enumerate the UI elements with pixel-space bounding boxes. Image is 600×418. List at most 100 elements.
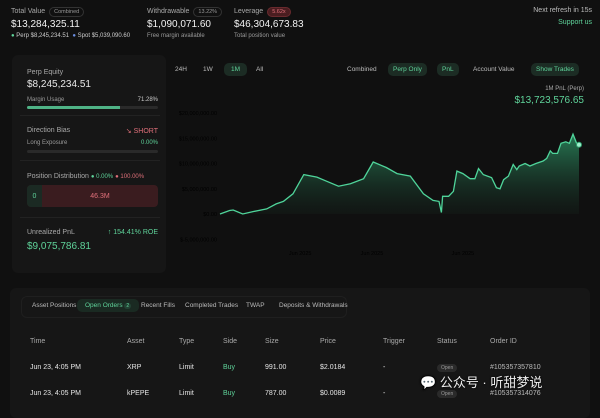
leverage-value: $46,304,673.83 [234,19,304,30]
table-cell: #105357314076 [490,390,541,397]
column-header-type[interactable]: Type [179,338,195,345]
withdrawable-value: $1,090,071.60 [147,19,211,30]
table-cell: $2.0184 [320,364,345,371]
cell-side: Buy [223,364,236,371]
y-tick-label: $15,000,000.00 [179,136,217,142]
column-header-order-id[interactable]: Order ID [490,338,517,345]
tab-twap[interactable]: TWAP [246,302,265,309]
table-cell: XRP [127,364,141,371]
tab-asset-positions[interactable]: Asset Positions [32,302,77,309]
tab-bar [21,296,347,318]
column-header-side[interactable]: Side [223,338,238,345]
spot-value: $5,039,090.60 [91,33,131,39]
show-trades-button[interactable]: Show Trades [531,63,579,76]
metric-account-value[interactable]: Account Value [473,66,515,73]
perp-value: $8,245,234.51 [30,33,70,39]
position-distribution-bar: 0 46.3M [27,185,158,207]
table-cell: Buy [223,364,235,371]
cell-time: Jun 23, 4:05 PM [30,364,81,371]
leverage-sub: Total position value [234,33,286,39]
divider [20,115,160,116]
x-tick-label: Jun 2025 [361,251,384,257]
dist-short-amount: 46.3M [90,192,110,200]
cell-price: $0.0089 [320,390,346,397]
range-1w[interactable]: 1W [203,66,213,73]
withdrawable-badge: 13.22% [193,7,223,17]
account-summary-card: Perp Equity $8,245,234.51 Margin Usage 7… [12,55,166,273]
y-tick-label: $20,000,000.00 [179,111,217,117]
watermark-text: 公众号 · 听甜梦说 [439,375,543,390]
current-point-marker [576,141,582,148]
tab-recent-fills[interactable]: Recent Fills [141,302,175,309]
pnl-summary-value: $13,723,576.65 [514,95,584,106]
x-tick-label: Jun 2025 [452,251,475,257]
table-cell: #105357357810 [490,364,541,371]
table-cell: Buy [223,390,235,397]
perp-dot-icon: ● [11,33,15,39]
pnl-chart: $20,000,000.00 $15,000,000.00 $10,000,000.… [179,111,582,257]
cell-type: Limit [179,364,194,371]
range-24h[interactable]: 24H [175,66,187,73]
column-header-price[interactable]: Price [320,338,336,345]
perp-label: Perp [16,33,29,39]
margin-usage-label: Margin Usage [27,97,65,103]
cell-asset: kPEPE [127,390,150,397]
column-header-trigger[interactable]: Trigger [383,338,405,345]
table-cell: Limit [179,390,194,397]
roe-value: 154.41% ROE [113,229,158,236]
pnl-summary-label: 1M PnL (Perp) [545,86,584,92]
metric-pnl[interactable]: PnL [437,63,459,76]
withdrawable-label: Withdrawable [147,8,190,15]
x-tick-label: Jun 2025 [289,251,312,257]
leverage-label: Leverage [234,8,264,15]
tab-open-orders-label: Open Orders [85,302,123,309]
margin-usage-bar [27,106,158,109]
mode-combined[interactable]: Combined [347,66,377,73]
tab-open-orders[interactable]: Open Orders 2 [77,299,140,312]
divider [20,217,160,218]
table-cell: $0.0089 [320,390,345,397]
status-badge: Open [437,390,458,398]
table-cell: - [383,364,385,371]
total-value: $13,284,325.11 [11,19,80,30]
combined-badge[interactable]: Combined [49,7,85,17]
support-link[interactable]: Support us [558,19,592,26]
cell-size: 991.00 [265,364,287,371]
leverage-badge: 5.62x [267,7,291,17]
cell-size: 787.00 [265,390,287,397]
cell-price: $2.0184 [320,364,346,371]
y-tick-label: $10,000,000.00 [179,162,217,168]
table-cell: kPEPE [127,390,149,397]
total-value-label: Total Value [11,8,46,15]
table-cell: 991.00 [265,364,286,371]
tab-deposits-withdrawals[interactable]: Deposits & Withdrawals [279,302,348,309]
cell-trigger: - [383,364,386,371]
table-cell: Jun 23, 4:05 PM [30,364,81,371]
range-1m[interactable]: 1M [224,63,248,76]
y-tick-label: $0.00 [203,212,217,218]
divider [20,160,160,161]
dist-long-amount: 0 [27,185,42,207]
dist-long-pct: 0.00% [96,174,114,180]
refresh-status: Next refresh in 15s [533,7,592,14]
mode-perp-only[interactable]: Perp Only [388,63,427,76]
column-header-asset[interactable]: Asset [127,338,145,345]
direction-bias-value: SHORT [133,128,158,135]
spot-dot-icon: ● [72,33,76,39]
unrealized-pnl-label: Unrealized PnL [27,229,75,236]
tab-completed-trades[interactable]: Completed Trades [185,302,239,309]
perp-equity-value: $8,245,234.51 [27,79,91,90]
column-header-status[interactable]: Status [437,338,457,345]
range-all[interactable]: All [256,66,264,73]
watermark: 💬 公众号 · 听甜梦说 [420,372,542,391]
table-cell: Open [437,364,458,372]
y-tick-label: $5,000,000.00 [182,187,217,193]
pnl-line [219,132,580,215]
column-header-time[interactable]: Time [30,338,46,345]
column-header-size[interactable]: Size [265,338,279,345]
long-exposure-label: Long Exposure [27,140,68,146]
cell-order-id: #105357357810 [490,364,541,371]
range-selector: 24H 1W 1M All [168,61,278,79]
y-tick-label: $-5,000,000.00 [180,237,217,243]
wechat-icon: 💬 [420,375,437,390]
